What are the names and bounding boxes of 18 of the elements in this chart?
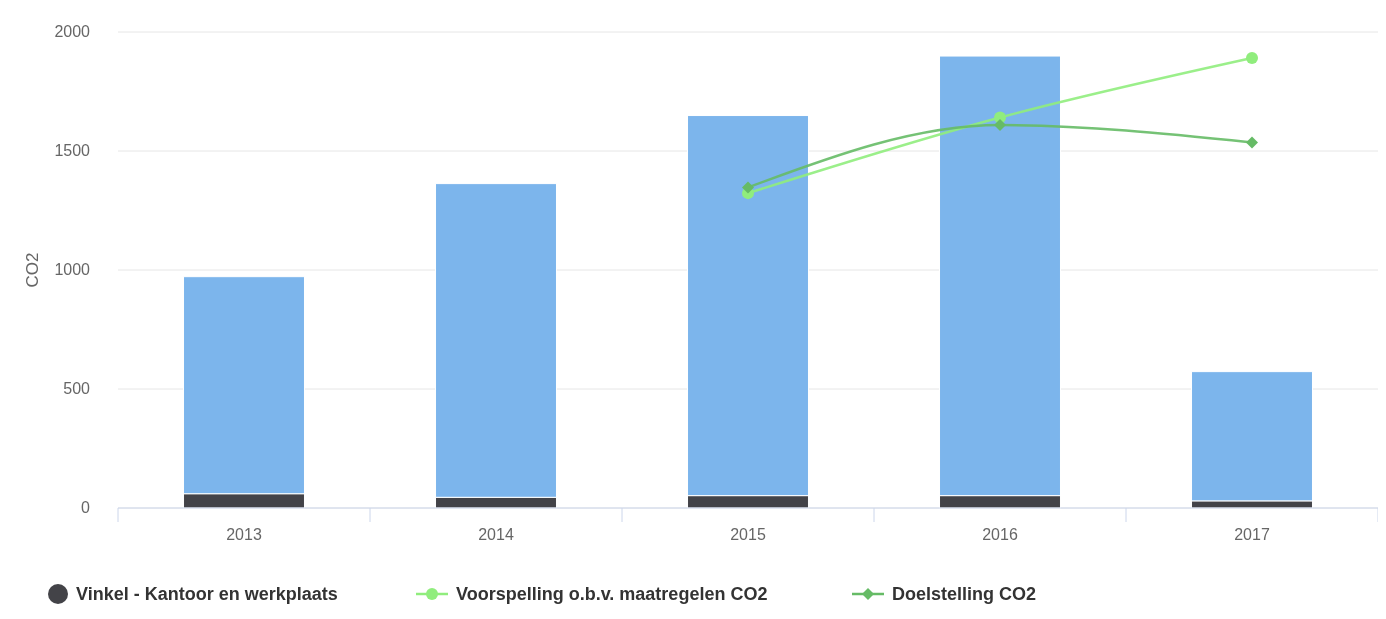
point	[1246, 51, 1258, 64]
x-tick-label: 2016	[982, 526, 1018, 543]
point	[1246, 136, 1258, 149]
y-tick-label: 1500	[54, 142, 91, 159]
point	[994, 119, 1006, 132]
x-tick-label: 2017	[1234, 526, 1270, 543]
x-tick-label: 2014	[478, 526, 514, 543]
legend-label: Voorspelling o.b.v. maatregelen CO2	[456, 584, 768, 604]
legend-label: Vinkel - Kantoor en werkplaats	[76, 584, 338, 604]
y-tick-label: 2000	[54, 23, 91, 40]
x-tick-label: 2013	[226, 526, 262, 543]
y-tick-label: 500	[63, 380, 91, 397]
x-tick-label: 2015	[730, 526, 766, 543]
y-axis-title: CO2	[23, 252, 42, 288]
legend-label: Doelstelling CO2	[892, 584, 1037, 604]
point	[742, 181, 754, 194]
y-tick-label: 1000	[54, 261, 91, 278]
y-tick-label: 0	[81, 499, 91, 516]
